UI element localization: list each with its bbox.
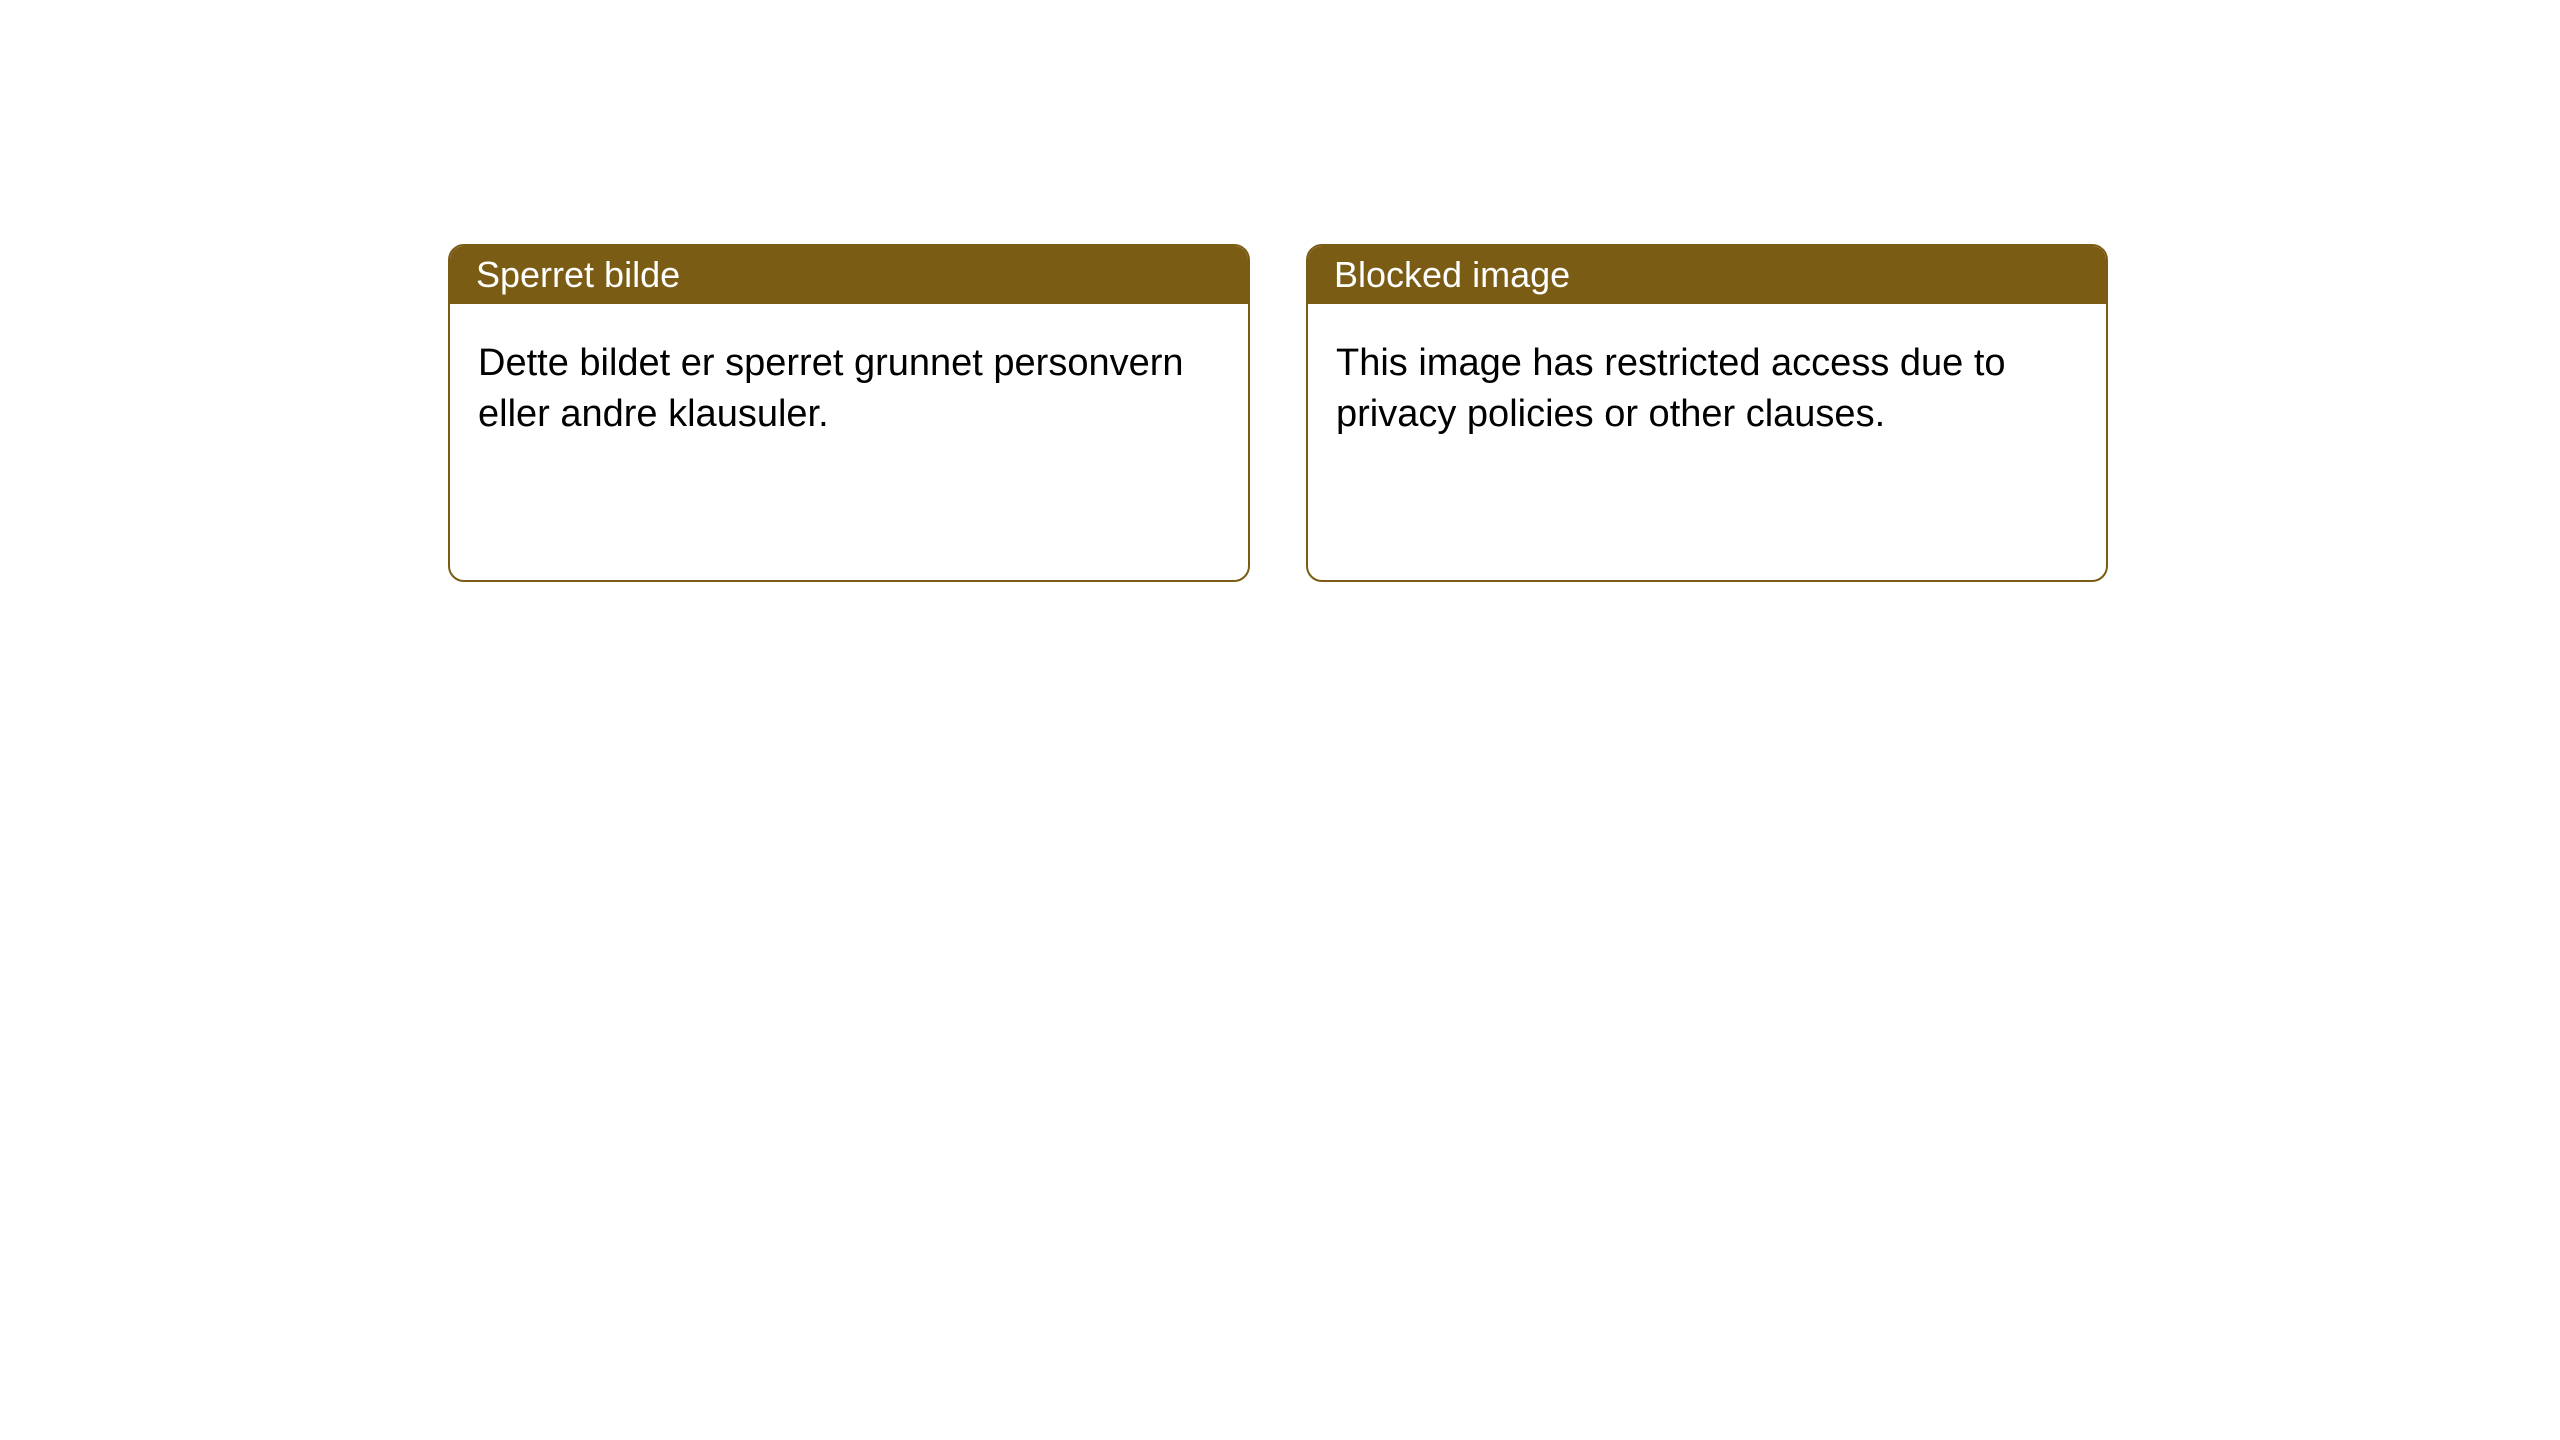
- notice-body-text: Dette bildet er sperret grunnet personve…: [450, 304, 1248, 580]
- notice-title: Sperret bilde: [450, 246, 1248, 304]
- notice-card-norwegian: Sperret bilde Dette bildet er sperret gr…: [448, 244, 1250, 582]
- notice-title: Blocked image: [1308, 246, 2106, 304]
- notice-container: Sperret bilde Dette bildet er sperret gr…: [0, 0, 2560, 582]
- notice-card-english: Blocked image This image has restricted …: [1306, 244, 2108, 582]
- notice-body-text: This image has restricted access due to …: [1308, 304, 2106, 580]
